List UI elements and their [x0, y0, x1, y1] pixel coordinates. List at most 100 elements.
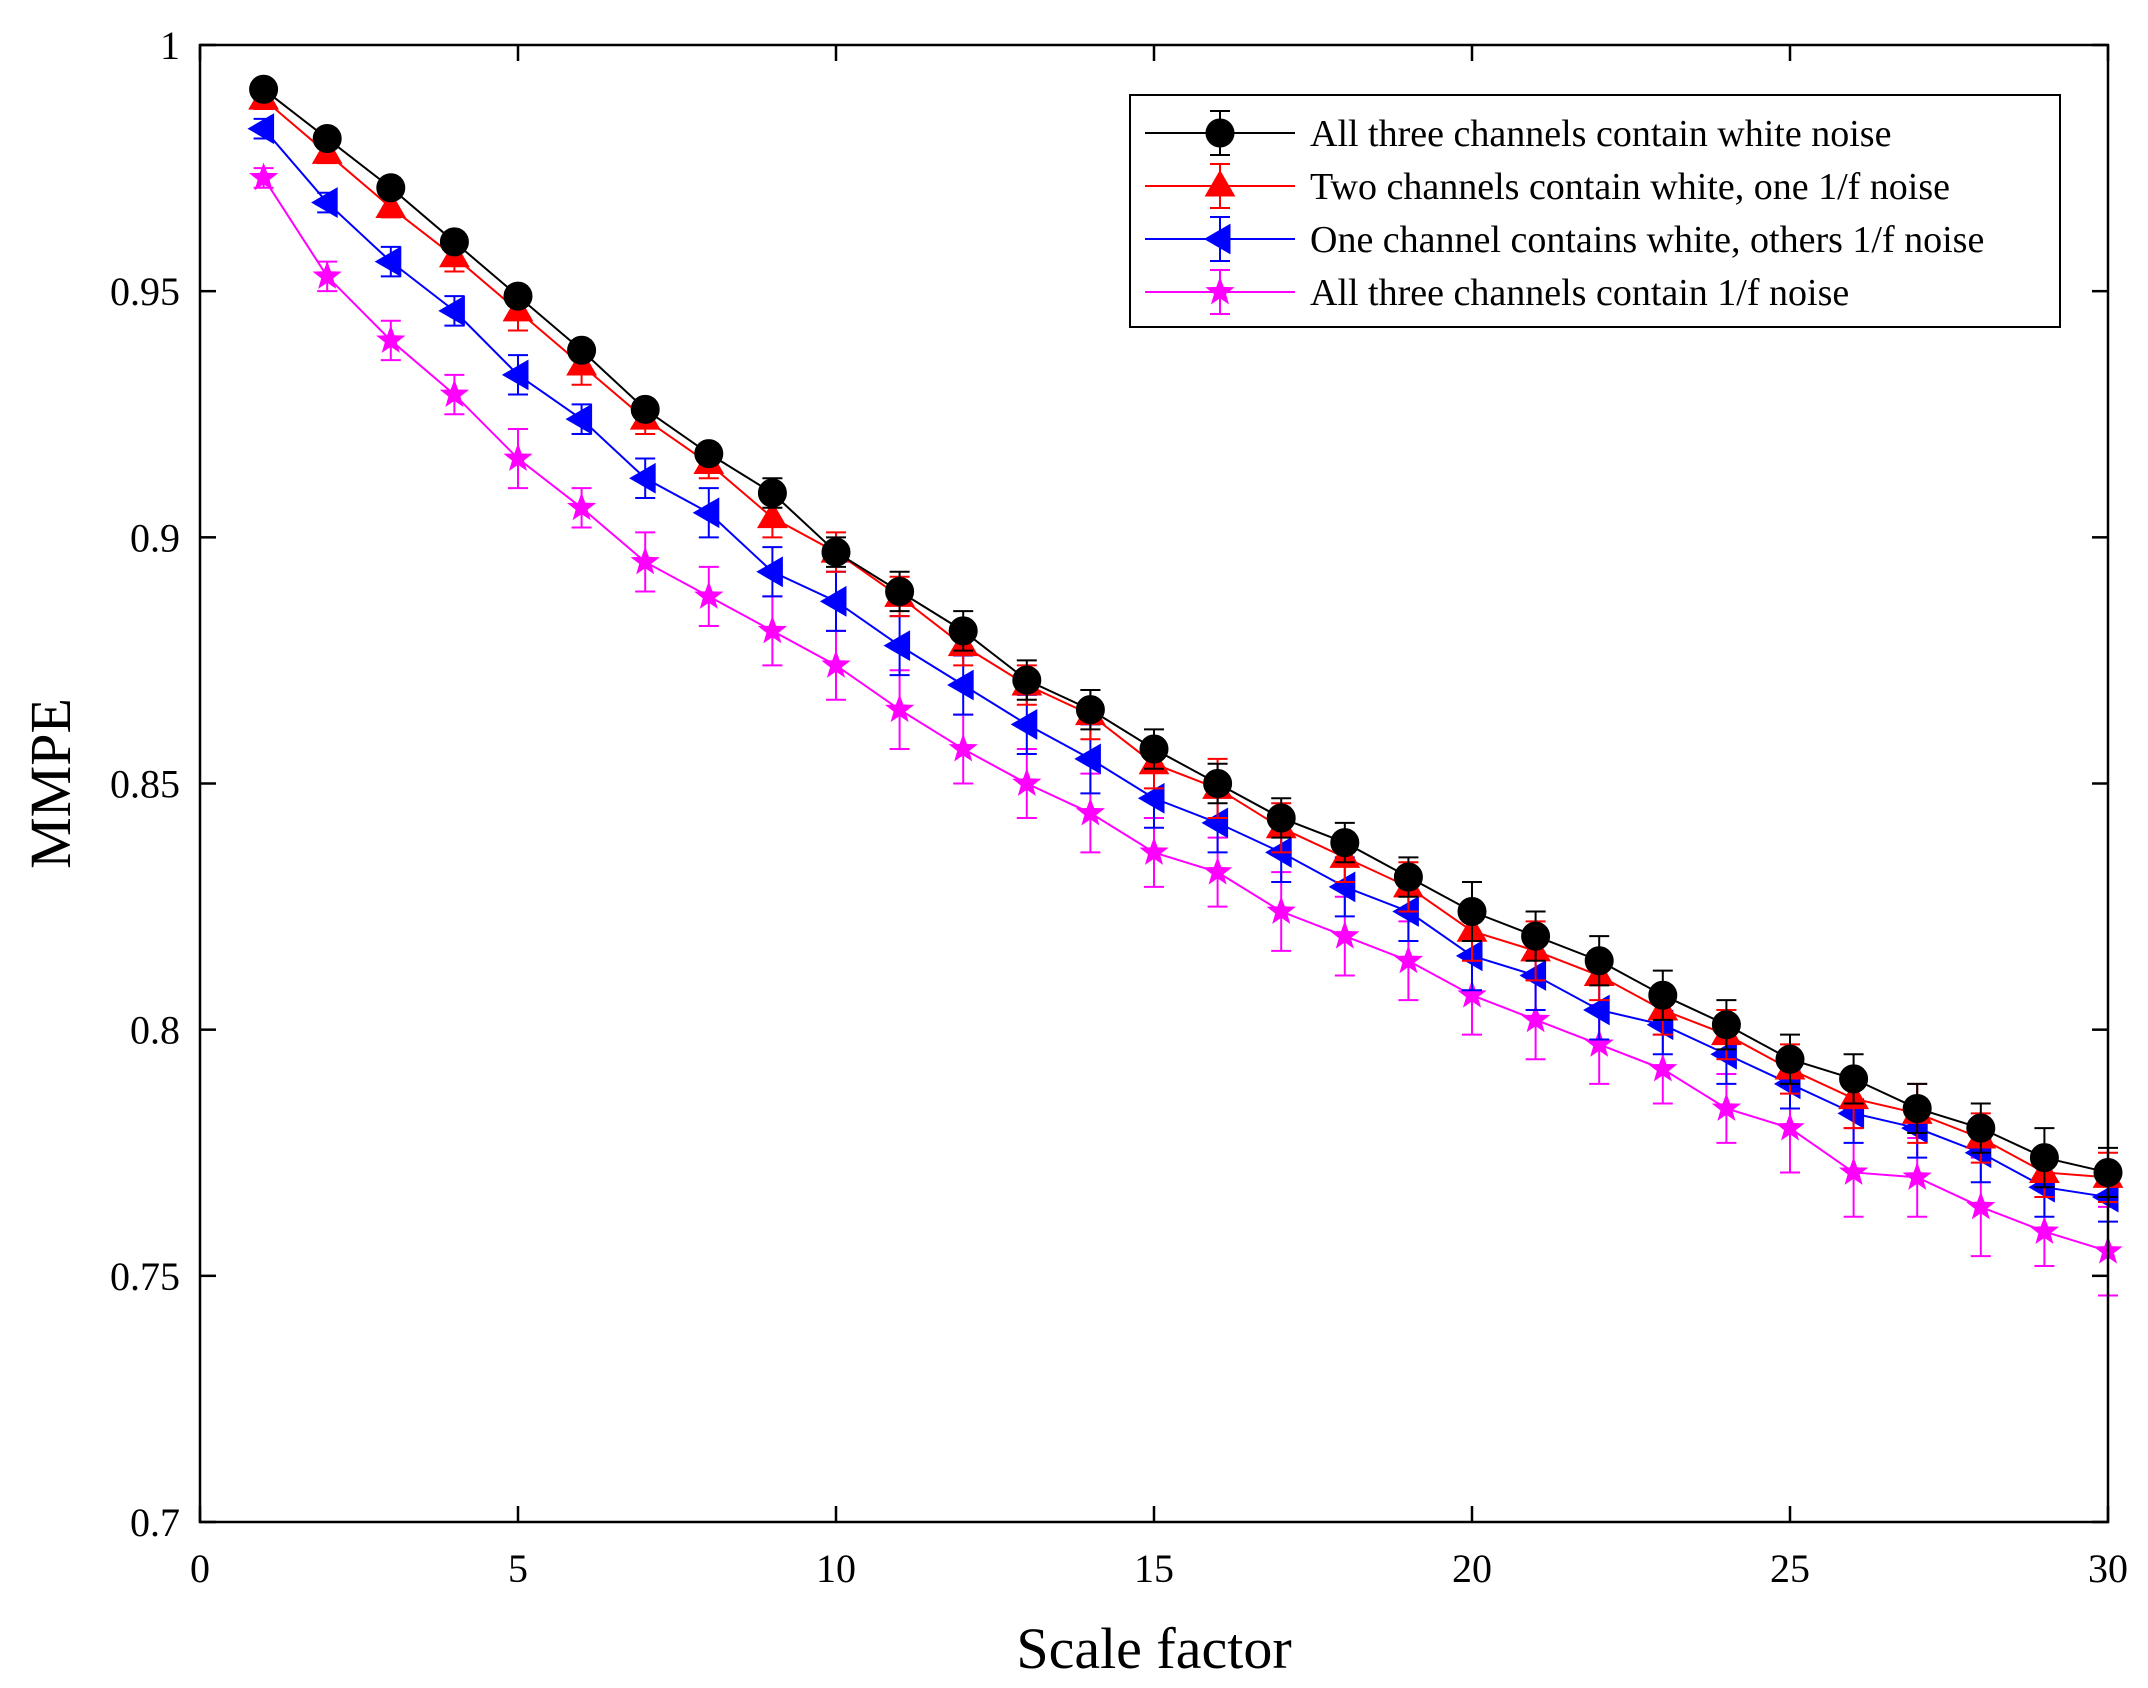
- data-point-star: [1648, 1053, 1678, 1082]
- data-point-star: [1775, 1112, 1805, 1141]
- data-point-triangle-up: [757, 501, 788, 529]
- legend-label: One channel contains white, others 1/f n…: [1310, 219, 1984, 261]
- data-point-circle: [1266, 803, 1296, 833]
- data-point-star: [566, 492, 597, 521]
- y-tick-label: 1: [160, 23, 180, 68]
- data-point-star: [1838, 1157, 1869, 1185]
- data-point-triangle-left: [1074, 743, 1101, 775]
- data-point-circle: [1457, 897, 1487, 927]
- data-point-circle: [1902, 1093, 1932, 1123]
- data-point-star: [1520, 1004, 1551, 1033]
- series-line: [262, 128, 2109, 1199]
- data-point-triangle-left: [1710, 1038, 1737, 1070]
- data-point-circle: [312, 124, 342, 154]
- x-tick-label: 15: [1134, 1546, 1174, 1591]
- data-point-star: [1584, 1029, 1614, 1057]
- data-point-circle: [1521, 921, 1551, 951]
- data-point-circle: [249, 74, 279, 104]
- data-point-star: [312, 261, 342, 289]
- legend-marker-circle: [1205, 118, 1235, 148]
- data-point-star: [248, 162, 279, 191]
- data-point-circle: [1393, 862, 1423, 892]
- y-tick-label: 0.85: [110, 762, 180, 807]
- x-tick-label: 20: [1452, 1546, 1492, 1591]
- data-point-circle: [694, 439, 724, 469]
- x-tick-label: 5: [508, 1546, 528, 1591]
- x-tick-label: 0: [190, 1546, 210, 1591]
- data-point-star: [1457, 979, 1487, 1008]
- legend-marker-triangle-left: [1203, 223, 1231, 255]
- data-point-star: [1075, 797, 1106, 826]
- data-point-circle: [1203, 769, 1233, 798]
- data-point-triangle-left: [565, 403, 593, 435]
- legend-label: Two channels contain white, one 1/f nois…: [1310, 166, 1950, 208]
- data-point-triangle-left: [947, 669, 974, 701]
- data-point-triangle-left: [1010, 709, 1038, 740]
- data-point-circle: [1775, 1044, 1805, 1074]
- y-tick-label: 0.8: [130, 1008, 180, 1053]
- data-point-triangle-left: [819, 585, 847, 617]
- data-point-star: [884, 694, 915, 723]
- data-point-triangle-left: [1137, 782, 1165, 814]
- data-point-triangle-left: [692, 497, 720, 529]
- x-tick-label: 10: [816, 1546, 856, 1591]
- data-point-circle: [1711, 1010, 1741, 1040]
- legend: All three channels contain white noise Tw…: [1129, 94, 2061, 328]
- y-tick-label: 0.7: [130, 1500, 180, 1545]
- data-point-star: [821, 649, 851, 678]
- legend-marker-star: [1205, 276, 1235, 305]
- data-point-star: [439, 379, 470, 408]
- data-point-star: [1266, 896, 1296, 924]
- data-point-circle: [1584, 946, 1614, 976]
- data-point-circle: [376, 173, 406, 203]
- y-axis-title: MMPE: [18, 698, 83, 869]
- data-point-star: [1393, 945, 1424, 974]
- data-point-triangle-left: [1583, 994, 1610, 1026]
- data-point-triangle-left: [756, 556, 783, 588]
- data-point-circle: [821, 537, 851, 567]
- data-point-star: [757, 615, 788, 644]
- data-point-circle: [439, 227, 469, 257]
- series-line: [262, 177, 2109, 1253]
- data-point-star: [1330, 920, 1360, 949]
- data-point-triangle-left: [629, 462, 656, 494]
- data-point-triangle-up: [375, 191, 407, 218]
- data-point-triangle-left: [438, 295, 465, 327]
- data-point-circle: [1966, 1113, 1996, 1143]
- legend-label: All three channels contain white noise: [1310, 113, 1891, 155]
- data-point-star: [694, 581, 724, 609]
- y-tick-label: 0.75: [110, 1254, 180, 1299]
- data-point-triangle-left: [374, 246, 402, 278]
- y-tick-label: 0.95: [110, 269, 180, 314]
- data-point-star: [1012, 768, 1042, 796]
- data-point-circle: [1012, 665, 1042, 695]
- x-axis-title: Scale factor: [1016, 1616, 1291, 1681]
- ticks-layer: 0 5 10 15 20 25 30 0.7 0.75 0.8 0.85 0.9 0.95 1: [110, 23, 2128, 1591]
- data-point-circle: [2029, 1143, 2059, 1173]
- data-point-circle: [1075, 695, 1105, 725]
- data-point-circle: [1648, 980, 1678, 1010]
- data-point-star: [948, 733, 978, 762]
- data-point-star: [1902, 1161, 1932, 1190]
- data-point-circle: [567, 335, 597, 365]
- legend-marker-triangle-up: [1204, 169, 1236, 197]
- data-point-circle: [1139, 734, 1169, 764]
- data-point-star: [1139, 837, 1169, 865]
- data-point-star: [630, 546, 660, 575]
- data-point-star: [376, 325, 406, 353]
- series-layer: [247, 74, 2124, 1297]
- series-1: [249, 74, 2123, 1199]
- data-point-circle: [503, 281, 533, 311]
- data-point-triangle-left: [1201, 807, 1229, 839]
- data-point-triangle-left: [311, 187, 338, 218]
- data-point-circle: [757, 478, 787, 508]
- data-point-star: [1711, 1093, 1742, 1121]
- data-point-circle: [1330, 828, 1360, 858]
- data-point-triangle-left: [1519, 960, 1547, 991]
- data-point-star: [1966, 1191, 1996, 1220]
- data-point-triangle-left: [1328, 871, 1356, 903]
- data-point-triangle-left: [247, 113, 275, 145]
- data-point-triangle-left: [501, 359, 529, 391]
- data-point-star: [503, 443, 533, 472]
